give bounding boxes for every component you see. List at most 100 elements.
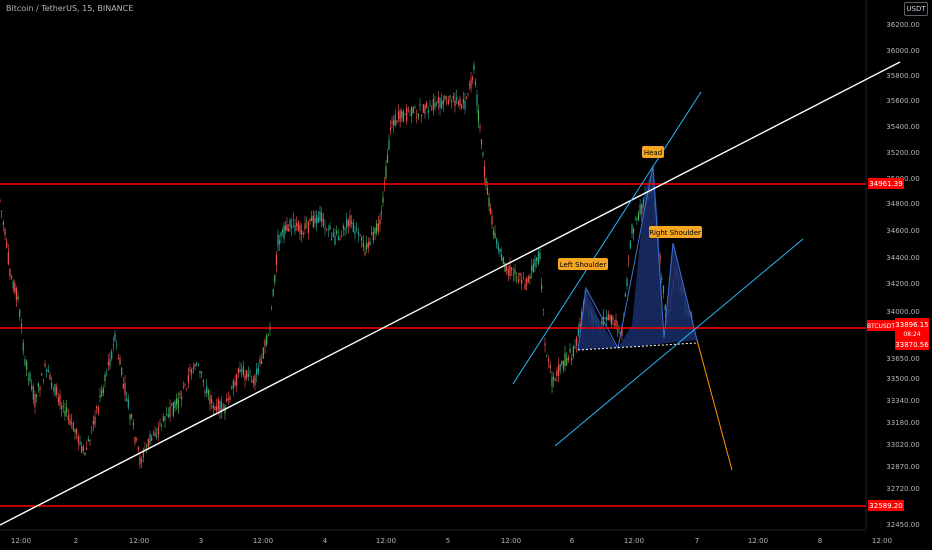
candle-body [229, 396, 231, 401]
candle-body [67, 415, 69, 421]
candle-body [307, 222, 309, 234]
price-tick-label: 33180.00 [886, 419, 919, 427]
candle-body [66, 407, 68, 413]
candle-body [111, 351, 113, 359]
candle-body [0, 199, 1, 201]
candle-body [256, 368, 258, 375]
price-tick-label: 34200.00 [886, 280, 919, 288]
candle-body [514, 269, 516, 274]
candle-body [254, 375, 256, 385]
time-tick-label: 6 [570, 537, 575, 545]
price-tick-label: 33020.00 [886, 441, 919, 449]
candle-body [477, 110, 480, 122]
candle-body [89, 439, 91, 442]
candle-body [171, 404, 173, 406]
last-price-badge: 33896.15 08:24 [895, 318, 929, 340]
candle-body [12, 281, 14, 289]
candle-body [497, 245, 499, 251]
candle-body [112, 344, 114, 346]
candle-body [259, 358, 261, 364]
candle-body [631, 224, 633, 234]
candle-body [606, 316, 608, 321]
svg-text:Left Shoulder: Left Shoulder [560, 261, 607, 269]
candle-body [32, 386, 34, 400]
candle-body [465, 97, 468, 99]
candle-body [376, 223, 378, 233]
head-label[interactable]: Head [642, 146, 664, 158]
time-axis[interactable]: 12:00 2 12:00 3 12:00 4 12:00 5 12:00 6 12:00 7 12:0… [11, 537, 892, 545]
candle-body [126, 398, 128, 402]
candle-body [662, 285, 665, 294]
candle-body [521, 279, 523, 284]
candle-body [234, 381, 236, 386]
candle-body [231, 386, 233, 388]
candle-body [661, 277, 663, 280]
candle-body [612, 317, 614, 320]
candle-body [34, 394, 36, 407]
candle-body [241, 369, 243, 372]
currency-button[interactable]: USDT [904, 2, 928, 16]
candle-body [9, 269, 11, 277]
candle-body [283, 225, 285, 240]
candle-body [20, 323, 23, 329]
candle-body [551, 377, 553, 387]
price-tick-label: 34600.00 [886, 227, 919, 235]
candle-body [641, 204, 643, 215]
candle-body [399, 110, 401, 122]
candle-body [134, 437, 136, 443]
candle-body [427, 110, 429, 114]
candle-body [571, 357, 573, 361]
candle-body [82, 446, 84, 451]
candle-body [457, 100, 459, 105]
candle-body [311, 216, 313, 222]
candle-body [169, 406, 171, 417]
candle-body [391, 121, 393, 124]
candle-body [534, 258, 536, 267]
candle-body [246, 370, 248, 379]
candle-body [562, 360, 564, 369]
candle-body [184, 384, 186, 386]
candle-body [486, 187, 489, 195]
candle-body [52, 388, 54, 390]
candle-body [187, 375, 189, 383]
candle-body [54, 384, 56, 396]
candle-body [404, 113, 406, 115]
candle-body [577, 327, 579, 336]
right-shoulder-label[interactable]: Right Shoulder [649, 226, 702, 238]
candle-body [197, 364, 199, 366]
candle-body [502, 257, 504, 265]
candle-body [136, 438, 138, 440]
candle-body [628, 258, 630, 260]
candle-body [352, 223, 354, 233]
candle-body [412, 107, 414, 114]
candle-body [76, 429, 78, 435]
candle-body [388, 139, 390, 150]
candle-body [131, 414, 133, 418]
candle-body [192, 367, 194, 370]
candle-body [237, 368, 239, 374]
candle-body [526, 278, 528, 286]
candle-body [561, 361, 563, 365]
candle-body [161, 425, 163, 427]
candle-body [432, 98, 434, 111]
candle-body [151, 437, 153, 441]
candle-body [61, 405, 63, 410]
svg-text:33896.15: 33896.15 [895, 321, 928, 329]
candle-body [69, 419, 71, 426]
time-tick-label: 7 [695, 537, 699, 545]
candle-body [249, 371, 251, 373]
candle-body [326, 229, 328, 231]
candle-body [357, 231, 359, 235]
candle-body [242, 366, 244, 375]
candle-body [289, 219, 291, 227]
candle-body [154, 432, 156, 437]
time-tick-label: 3 [199, 537, 203, 545]
candle-body [96, 406, 98, 409]
candle-body [152, 434, 154, 436]
left-shoulder-label[interactable]: Left Shoulder [558, 258, 608, 270]
time-tick-label: 12:00 [872, 537, 892, 545]
candle-body [393, 119, 395, 126]
candle-body [87, 438, 89, 442]
candle-body [277, 234, 279, 246]
